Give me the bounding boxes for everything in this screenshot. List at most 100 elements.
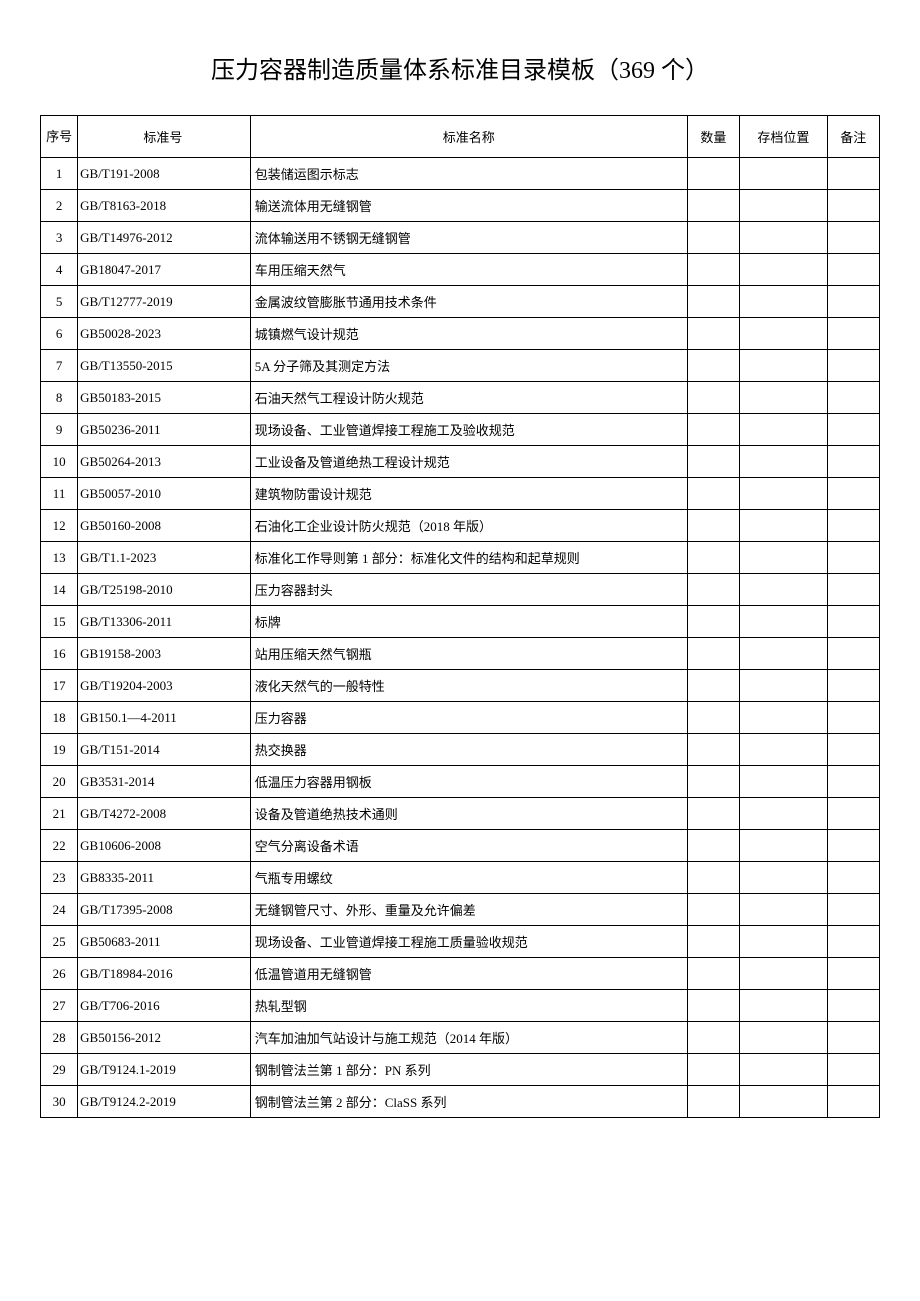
cell-note [827, 446, 879, 478]
cell-qty [687, 926, 739, 958]
table-row: 22GB10606-2008空气分离设备术语 [41, 830, 880, 862]
cell-code: GB3531-2014 [78, 766, 251, 798]
cell-name: 热交换器 [250, 734, 687, 766]
header-name: 标准名称 [250, 116, 687, 158]
cell-code: GB/T18984-2016 [78, 958, 251, 990]
cell-qty [687, 1022, 739, 1054]
table-row: 30GB/T9124.2-2019钢制管法兰第 2 部分：ClaSS 系列 [41, 1086, 880, 1118]
cell-name: 压力容器 [250, 702, 687, 734]
cell-loc [740, 382, 827, 414]
cell-code: GB19158-2003 [78, 638, 251, 670]
cell-seq: 26 [41, 958, 78, 990]
cell-loc [740, 990, 827, 1022]
cell-name: 钢制管法兰第 2 部分：ClaSS 系列 [250, 1086, 687, 1118]
table-row: 21GB/T4272-2008设备及管道绝热技术通则 [41, 798, 880, 830]
cell-qty [687, 446, 739, 478]
cell-note [827, 926, 879, 958]
cell-qty [687, 158, 739, 190]
cell-name: 热轧型钢 [250, 990, 687, 1022]
table-row: 29GB/T9124.1-2019钢制管法兰第 1 部分：PN 系列 [41, 1054, 880, 1086]
cell-qty [687, 350, 739, 382]
cell-seq: 15 [41, 606, 78, 638]
cell-name: 无缝钢管尺寸、外形、重量及允许偏差 [250, 894, 687, 926]
cell-seq: 24 [41, 894, 78, 926]
header-qty: 数量 [687, 116, 739, 158]
cell-qty [687, 798, 739, 830]
header-code: 标准号 [78, 116, 251, 158]
cell-code: GB/T13550-2015 [78, 350, 251, 382]
cell-loc [740, 1054, 827, 1086]
cell-qty [687, 286, 739, 318]
cell-seq: 25 [41, 926, 78, 958]
cell-loc [740, 862, 827, 894]
cell-code: GB50236-2011 [78, 414, 251, 446]
cell-code: GB50160-2008 [78, 510, 251, 542]
cell-note [827, 222, 879, 254]
cell-code: GB/T191-2008 [78, 158, 251, 190]
cell-code: GB/T25198-2010 [78, 574, 251, 606]
cell-note [827, 766, 879, 798]
table-row: 28GB50156-2012汽车加油加气站设计与施工规范（2014 年版） [41, 1022, 880, 1054]
cell-note [827, 286, 879, 318]
cell-loc [740, 414, 827, 446]
cell-name: 汽车加油加气站设计与施工规范（2014 年版） [250, 1022, 687, 1054]
cell-loc [740, 542, 827, 574]
cell-seq: 21 [41, 798, 78, 830]
cell-name: 站用压缩天然气钢瓶 [250, 638, 687, 670]
cell-qty [687, 830, 739, 862]
cell-code: GB/T4272-2008 [78, 798, 251, 830]
cell-name: 金属波纹管膨胀节通用技术条件 [250, 286, 687, 318]
cell-loc [740, 190, 827, 222]
cell-note [827, 862, 879, 894]
cell-name: 液化天然气的一般特性 [250, 670, 687, 702]
cell-seq: 19 [41, 734, 78, 766]
cell-note [827, 414, 879, 446]
table-row: 15GB/T13306-2011标牌 [41, 606, 880, 638]
cell-seq: 4 [41, 254, 78, 286]
cell-loc [740, 766, 827, 798]
cell-loc [740, 670, 827, 702]
table-row: 14GB/T25198-2010压力容器封头 [41, 574, 880, 606]
cell-note [827, 190, 879, 222]
cell-loc [740, 606, 827, 638]
cell-code: GB50683-2011 [78, 926, 251, 958]
cell-qty [687, 606, 739, 638]
cell-qty [687, 574, 739, 606]
cell-seq: 8 [41, 382, 78, 414]
cell-note [827, 734, 879, 766]
cell-seq: 2 [41, 190, 78, 222]
cell-note [827, 510, 879, 542]
cell-name: 现场设备、工业管道焊接工程施工及验收规范 [250, 414, 687, 446]
cell-seq: 13 [41, 542, 78, 574]
table-row: 13GB/T1.1-2023标准化工作导则第 1 部分：标准化文件的结构和起草规… [41, 542, 880, 574]
cell-qty [687, 734, 739, 766]
cell-qty [687, 766, 739, 798]
header-note: 备注 [827, 116, 879, 158]
table-row: 20GB3531-2014低温压力容器用钢板 [41, 766, 880, 798]
cell-code: GB10606-2008 [78, 830, 251, 862]
cell-loc [740, 958, 827, 990]
cell-name: 流体输送用不锈钢无缝钢管 [250, 222, 687, 254]
table-body: 1GB/T191-2008包装储运图示标志2GB/T8163-2018输送流体用… [41, 158, 880, 1118]
cell-name: 车用压缩天然气 [250, 254, 687, 286]
cell-qty [687, 478, 739, 510]
cell-loc [740, 446, 827, 478]
cell-seq: 28 [41, 1022, 78, 1054]
standards-table: 序号 标准号 标准名称 数量 存档位置 备注 1GB/T191-2008包装储运… [40, 115, 880, 1118]
cell-note [827, 606, 879, 638]
cell-qty [687, 862, 739, 894]
cell-note [827, 1022, 879, 1054]
cell-loc [740, 1086, 827, 1118]
cell-name: 输送流体用无缝钢管 [250, 190, 687, 222]
table-row: 4GB18047-2017车用压缩天然气 [41, 254, 880, 286]
header-loc: 存档位置 [740, 116, 827, 158]
cell-note [827, 350, 879, 382]
cell-name: 低温管道用无缝钢管 [250, 958, 687, 990]
cell-loc [740, 222, 827, 254]
cell-qty [687, 414, 739, 446]
cell-code: GB/T9124.2-2019 [78, 1086, 251, 1118]
header-seq: 序号 [41, 116, 78, 158]
cell-code: GB18047-2017 [78, 254, 251, 286]
cell-note [827, 798, 879, 830]
cell-code: GB50264-2013 [78, 446, 251, 478]
